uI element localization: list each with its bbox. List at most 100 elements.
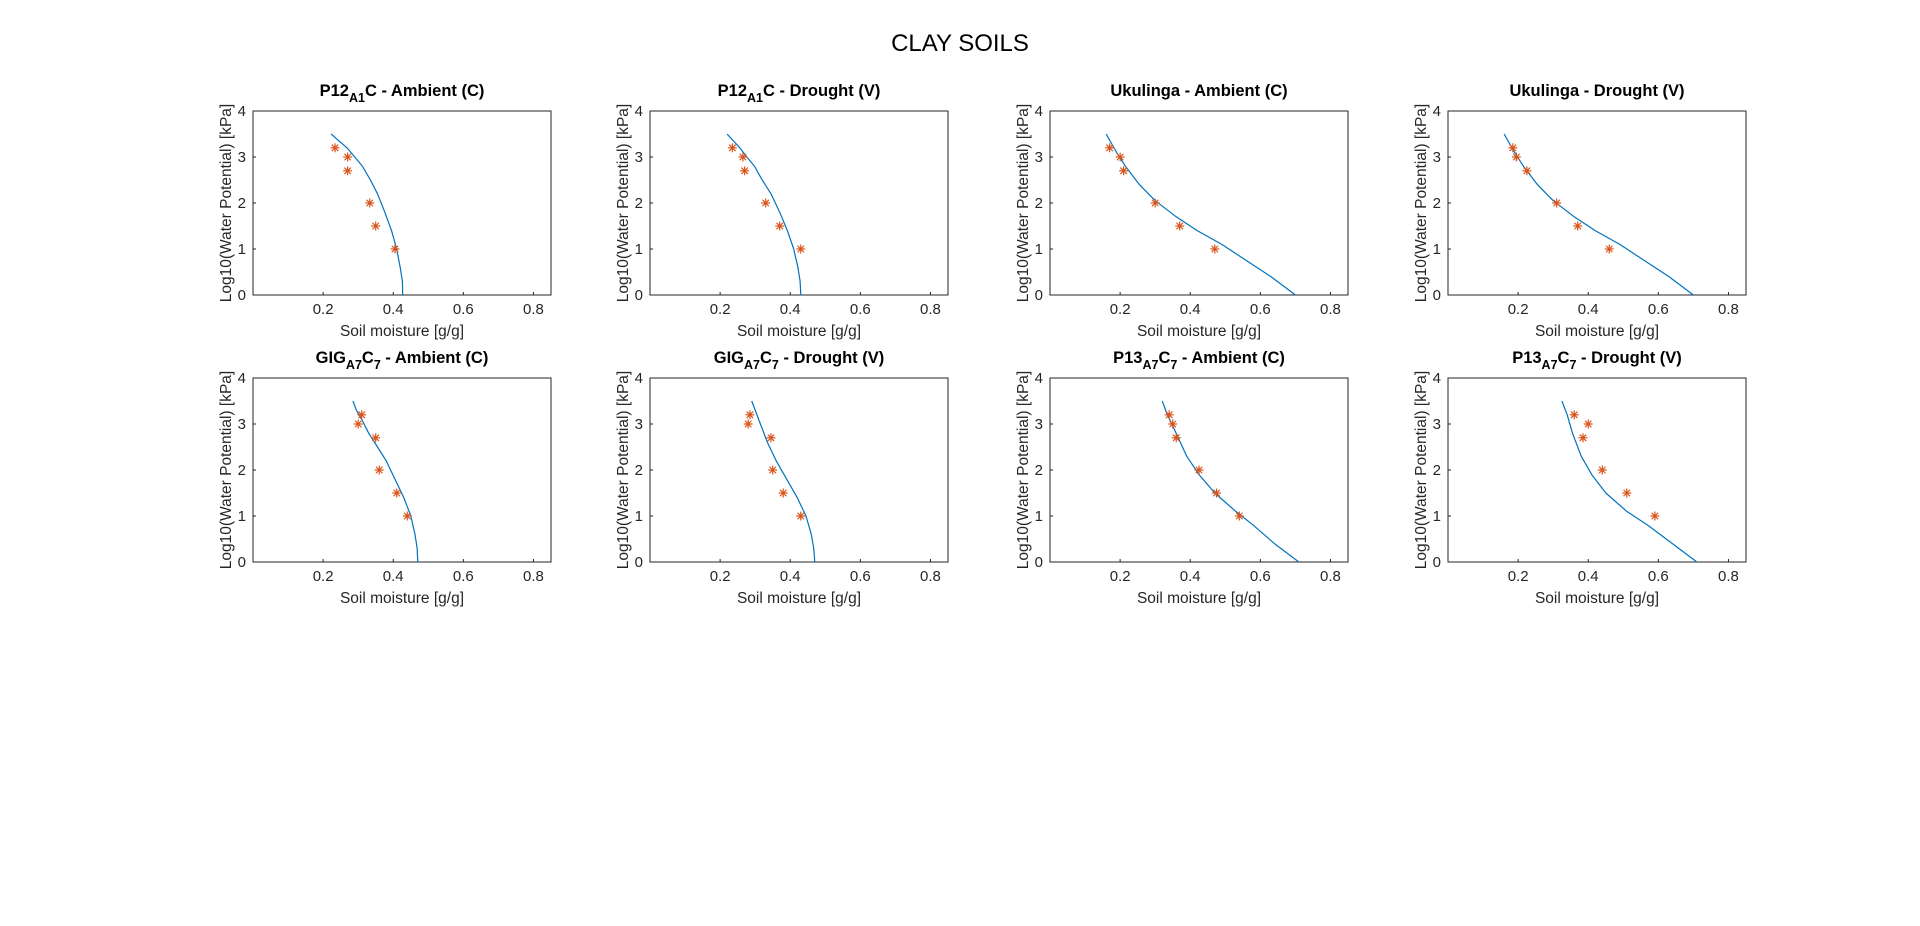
- title-subscript-2: 7: [772, 358, 779, 372]
- x-tick-label: 0.8: [920, 568, 941, 585]
- x-tick-label: 0.2: [1110, 301, 1131, 318]
- y-tick-label: 3: [635, 149, 643, 166]
- figure-title: CLAY SOILS: [891, 30, 1029, 57]
- subplot-title: P13A7C7 - Drought (V): [1512, 349, 1682, 372]
- y-tick-label: 3: [238, 416, 246, 433]
- title-part: C: [1158, 349, 1170, 367]
- plot-area: [649, 377, 949, 563]
- x-tick-label: 0.8: [523, 301, 544, 318]
- observed-point: [353, 419, 363, 429]
- x-tick-label: 0.8: [920, 301, 941, 318]
- marker-stroke: [1176, 222, 1184, 230]
- title-rest: - Drought (V): [779, 349, 884, 367]
- y-tick-label: 0: [1433, 554, 1441, 571]
- plot-area: [252, 377, 552, 563]
- title-subscript-2: 7: [1170, 358, 1177, 372]
- y-tick-label: 3: [1035, 149, 1043, 166]
- x-axis-label: Soil moisture [g/g]: [340, 590, 464, 607]
- marker-stroke: [779, 489, 787, 497]
- y-tick-label: 1: [238, 241, 246, 258]
- y-axis-label: Log10(Water Potential) [kPa]: [218, 104, 235, 302]
- marker-stroke: [1119, 167, 1128, 175]
- y-tick-label: 1: [1433, 241, 1441, 258]
- title-rest: - Ambient (C): [381, 349, 489, 367]
- title-main: P12: [320, 82, 349, 100]
- title-main: Ukulinga - Ambient (C): [1110, 82, 1287, 100]
- marker-stroke: [1512, 153, 1521, 161]
- title-main: GIG: [316, 349, 346, 367]
- observed-point: [343, 166, 353, 176]
- y-tick-label: 2: [1433, 195, 1441, 212]
- x-tick-label: 0.2: [1110, 568, 1131, 585]
- marker-stroke: [1570, 411, 1578, 419]
- marker-stroke: [1172, 434, 1180, 442]
- observed-point: [1604, 244, 1614, 254]
- x-tick-label: 0.6: [1250, 301, 1271, 318]
- y-tick-label: 2: [1433, 462, 1441, 479]
- title-rest: - Ambient (C): [1177, 349, 1285, 367]
- title-rest: C - Drought (V): [763, 82, 880, 100]
- y-tick-label: 0: [1035, 287, 1043, 304]
- y-tick-label: 4: [238, 103, 246, 120]
- title-subscript: A1: [747, 91, 763, 105]
- x-tick-label: 0.2: [313, 301, 334, 318]
- marker-stroke: [1116, 153, 1124, 161]
- x-axis-label: Soil moisture [g/g]: [737, 590, 861, 607]
- marker-stroke: [372, 434, 380, 442]
- x-tick-label: 0.4: [1578, 568, 1599, 585]
- marker-stroke: [776, 222, 784, 230]
- title-main: P13: [1512, 349, 1541, 367]
- y-tick-label: 4: [635, 370, 643, 387]
- y-tick-label: 4: [635, 103, 643, 120]
- marker-stroke: [1523, 167, 1531, 175]
- y-tick-label: 4: [1433, 370, 1441, 387]
- observed-point: [1578, 433, 1588, 443]
- x-tick-label: 0.8: [1718, 301, 1739, 318]
- observed-point: [768, 465, 778, 475]
- x-axis-label: Soil moisture [g/g]: [737, 323, 861, 340]
- marker-stroke: [1212, 489, 1221, 497]
- observed-point: [371, 433, 381, 443]
- marker-stroke: [744, 420, 752, 428]
- subplot-title: P13A7C7 - Ambient (C): [1113, 349, 1285, 372]
- marker-stroke: [1579, 434, 1587, 442]
- title-part: C: [760, 349, 772, 367]
- marker-stroke: [343, 153, 352, 161]
- observed-point: [1115, 152, 1125, 162]
- y-axis-label: Log10(Water Potential) [kPa]: [1413, 371, 1430, 569]
- y-tick-label: 3: [1035, 416, 1043, 433]
- y-tick-label: 1: [1035, 241, 1043, 258]
- x-tick-label: 0.8: [1320, 568, 1341, 585]
- observed-point: [775, 221, 785, 231]
- marker-stroke: [375, 466, 383, 474]
- y-tick-label: 3: [1433, 149, 1441, 166]
- marker-stroke: [1584, 420, 1592, 428]
- y-tick-label: 0: [1433, 287, 1441, 304]
- x-tick-label: 0.4: [780, 301, 801, 318]
- marker-stroke: [728, 144, 737, 152]
- observed-point: [1171, 433, 1181, 443]
- y-axis-label: Log10(Water Potential) [kPa]: [1015, 104, 1032, 302]
- observed-point: [1573, 221, 1583, 231]
- y-tick-label: 2: [238, 195, 246, 212]
- x-axis-label: Soil moisture [g/g]: [1535, 323, 1659, 340]
- observed-point: [1508, 143, 1518, 153]
- title-rest: - Drought (V): [1576, 349, 1681, 367]
- x-tick-label: 0.6: [453, 301, 474, 318]
- marker-stroke: [391, 245, 399, 253]
- marker-stroke: [740, 167, 749, 175]
- observed-point: [1210, 244, 1220, 254]
- marker-stroke: [797, 512, 805, 520]
- y-axis-label: Log10(Water Potential) [kPa]: [1413, 104, 1430, 302]
- x-tick-label: 0.2: [710, 568, 731, 585]
- y-axis-label: Log10(Water Potential) [kPa]: [218, 371, 235, 569]
- marker-stroke: [767, 434, 775, 442]
- observed-point: [390, 244, 400, 254]
- marker-stroke: [797, 245, 805, 253]
- y-tick-label: 0: [635, 554, 643, 571]
- y-tick-label: 1: [635, 508, 643, 525]
- title-main: GIG: [714, 349, 744, 367]
- marker-stroke: [1605, 245, 1613, 253]
- marker-stroke: [372, 222, 380, 230]
